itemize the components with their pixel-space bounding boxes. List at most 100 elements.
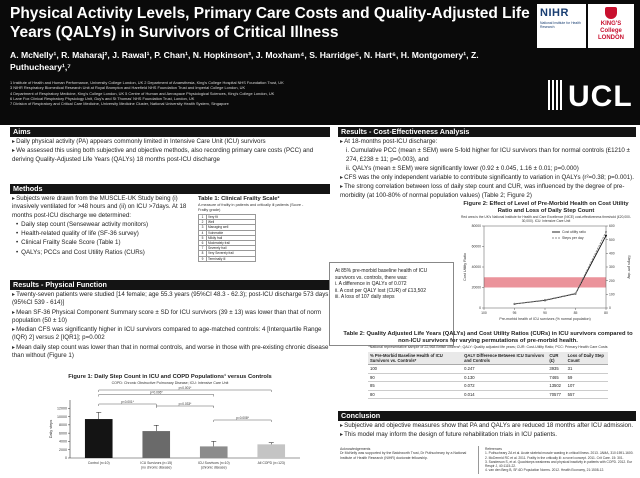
results-pf-heading: Results - Physical Function — [10, 280, 330, 290]
nihr-logo: NIHR National Institute for Health Resea… — [537, 4, 586, 48]
figure1-bar — [199, 446, 228, 458]
figure2-threshold-band — [484, 277, 606, 288]
results-ce-item-i: i. Cumulative PCC (mean ± SEM) were 5-fo… — [346, 147, 630, 163]
table2-cell: 107 — [565, 381, 608, 391]
table2-header: CUR (£) — [547, 352, 566, 365]
figure1-x-tick-label: (no chronic disease) — [141, 466, 172, 470]
references: References 1. Puthucheary ZA et al. Acut… — [485, 447, 635, 473]
figure2-plot-frame — [483, 225, 607, 309]
table2-cell: 80 — [368, 390, 463, 399]
acknowledgements-text: Dr McNelly was supported by the Batchwor… — [340, 451, 467, 460]
figure1-y-tick-label: 10000 — [57, 415, 67, 419]
conclusion-item: This model may inform the design of futu… — [340, 431, 636, 439]
methods-item: QALYs; PCCs and Cost Utility Ratios (CUR… — [16, 249, 196, 257]
aims-body: Daily physical activity (PA) appears com… — [12, 138, 330, 165]
methods-item: Clinical Frailty Scale Score (Table 1) — [16, 239, 196, 247]
table2-cell: 85 — [368, 381, 463, 391]
figure2-y-tick-label: 40000 — [472, 265, 482, 269]
table2-cell: 0.247 — [462, 364, 548, 374]
figure2-subtitle: Red area is the UK's National Institute … — [461, 215, 631, 223]
kings-logo-line: KING'S — [600, 21, 622, 27]
key-findings-item: iii. A loss of 107 daily steps — [335, 294, 395, 301]
figure2-x-tick-label: 80 — [604, 311, 608, 315]
figure2-y2-tick-label: 500 — [609, 238, 615, 242]
frailty-table-block: Table 1: Clinical Frailty Scale² A measu… — [198, 196, 308, 262]
affiliation-line: 4 Department of Respiratory Medicine, Ki… — [10, 90, 275, 96]
key-findings-lead: At 85% pre-morbid baseline health of ICU… — [335, 268, 428, 281]
table2-subtitle: *National representative sample of 22,96… — [368, 345, 608, 349]
figure2-chart: 0200004000060000800000100200300400500600… — [463, 224, 631, 321]
table2-header-row: % Pre-Morbid Baseline Health of ICU Surv… — [368, 352, 608, 365]
figure2-x-tick-label: 100 — [481, 311, 487, 315]
figure1-significance-bracket — [98, 389, 272, 392]
key-findings-item: i. A difference in QALYs of 0.072 — [335, 281, 407, 288]
table2-cell: 0.072 — [462, 381, 548, 391]
kings-logo-line: LONDON — [598, 35, 624, 41]
table2-cell: 0.014 — [462, 390, 548, 399]
table2-title: Table 2: Quality Adjusted Life Years (QA… — [343, 331, 633, 344]
results-pf-item: Median CFS was significantly higher in I… — [12, 326, 330, 343]
conclusion-item: Subjective and objective measures show t… — [340, 422, 636, 430]
figure2-y-tick-label: 60000 — [472, 245, 482, 249]
figure1-y-tick-label: 4000 — [59, 440, 67, 444]
kings-shield-icon — [605, 7, 617, 19]
frailty-table-subtitle: A measure of frailty in patients and cri… — [198, 203, 304, 212]
table2-cell: 13502 — [547, 381, 566, 391]
figure1-significance-bracket — [213, 419, 272, 422]
table2-cell: 70577 — [547, 390, 566, 399]
figure1-y-tick-label: 2000 — [59, 448, 67, 452]
poster-title: Physical Activity Levels, Primary Care C… — [10, 5, 530, 41]
results-pf-item: Mean SF-36 Physical Component Summary sc… — [12, 309, 330, 326]
results-ce-item-ii: ii. QALYs (mean ± SEM) were significantl… — [346, 164, 579, 172]
figure2-y-tick-label: 80000 — [472, 224, 482, 228]
figure2-cur-point — [605, 234, 607, 237]
figure1-significance-label: p<0.001* — [121, 400, 135, 404]
figure2-y2-tick-label: 400 — [609, 252, 615, 256]
results-pf-body: Twenty-seven patients were studied [14 f… — [12, 291, 330, 361]
figure2-y-tick-label: 20000 — [472, 286, 482, 290]
results-pf-item: Mean daily step count was lower than tha… — [12, 344, 330, 361]
acknowledgements-title: Acknowledgements — [340, 447, 371, 451]
aims-heading: Aims — [10, 127, 330, 137]
figure2-steps-point — [605, 230, 607, 233]
frailty-grade: Terminally ill — [206, 255, 256, 262]
acknowledgements: Acknowledgements Dr McNelly was supporte… — [340, 447, 470, 460]
figure1-significance-label: p=0.008* — [236, 416, 250, 420]
figure2-legend-label: Cost utility ratio — [562, 230, 586, 234]
reference-item: 2. McDermid RC et al. 2011. Frailty in t… — [485, 455, 624, 460]
table2-cell: 557 — [565, 390, 608, 399]
figure1-x-tick-label: ICU Survivors (n=15) — [140, 461, 172, 465]
figure1-bar — [257, 444, 286, 458]
conclusion-heading: Conclusion — [338, 411, 636, 421]
table2-header: QALY Difference Between ICU Survivors an… — [462, 352, 548, 365]
figure2-x-tick-label: 90 — [543, 311, 547, 315]
aims-item: We assessed this using both subjective a… — [12, 147, 330, 164]
figure1-y-tick-label: 8000 — [59, 423, 67, 427]
ucl-portico-icon — [548, 80, 564, 110]
table2-cell: 7465 — [547, 373, 566, 382]
figure2-steps-point — [574, 292, 577, 295]
methods-heading: Methods — [10, 184, 330, 194]
table2-cell: 31 — [565, 364, 608, 374]
affiliation-line: 7 Division of Respiratory and Critical C… — [10, 101, 229, 107]
methods-body: Subjects were drawn from the MUSCLE-UK S… — [12, 195, 196, 258]
nihr-logo-mark: NIHR — [540, 7, 569, 19]
figure1-x-tick-label: All COPD (n=123) — [258, 461, 285, 465]
references-title: References — [485, 447, 502, 451]
figure1-significance-label: p=0.006* — [150, 391, 164, 395]
figure2-y2-tick-label: 200 — [609, 279, 615, 283]
results-pf-item: Twenty-seven patients were studied [14 f… — [12, 291, 330, 308]
table2-row: 85 0.072 13502 107 — [368, 381, 608, 391]
author-list: A. McNelly¹, R. Maharaj², J. Rawal¹, P. … — [10, 50, 479, 72]
affiliation-line: 3 NIHR Respiratory Biomedical Research U… — [10, 85, 246, 91]
figure2-legend-label: Steps per day — [562, 236, 584, 240]
results-ce-heading: Results - Cost-Effectiveness Analysis — [338, 127, 636, 137]
figure1-y-axis-label: Daily steps — [49, 420, 53, 439]
footer-divider — [478, 446, 479, 474]
methods-intro: Subjects were drawn from the MUSCLE-UK S… — [12, 195, 196, 220]
figure2-x-axis-label: Pre-morbid health of ICU survivors (% no… — [499, 317, 590, 321]
table2-row: 80 0.014 70577 557 — [368, 390, 608, 399]
figure1-chart: 0 2000 4000 6000 8000 10000 12000 Daily steps Co… — [49, 386, 300, 470]
reference-item: 3. Sanderson S, et al. Quadriceps weakne… — [485, 459, 633, 469]
frailty-table: 1 Very fit 2 Well 3 Managing well 4 Vulnerable 5… — [198, 213, 256, 262]
